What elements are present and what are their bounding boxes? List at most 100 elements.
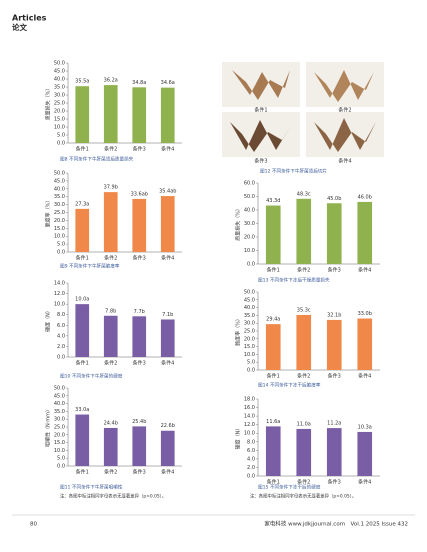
figure-caption: 图15 不同条件下冻干后的硬度: [258, 484, 321, 491]
y-tick-label: 10.0: [54, 125, 65, 131]
bar: [296, 428, 312, 476]
x-tick-label: 条件1: [267, 373, 280, 380]
x-tick-label: 条件3: [133, 469, 146, 476]
y-tick-label: 30.0: [244, 221, 255, 227]
y-tick-label: 0.0: [57, 250, 65, 256]
value-label: 43.3d: [266, 198, 280, 204]
y-tick-label: 20.0: [54, 432, 65, 438]
value-label: 29.4a: [266, 317, 280, 323]
y-tick-label: 8.0: [247, 439, 255, 445]
y-tick-label: 16.0: [244, 405, 255, 411]
y-tick-label: 6.0: [57, 323, 65, 329]
y-tick-label: 35.0: [54, 194, 65, 200]
x-tick-label: 条件4: [161, 469, 174, 476]
y-tick-label: 5.0: [57, 242, 65, 248]
y-tick-label: 30.0: [244, 321, 255, 327]
bar: [75, 86, 90, 143]
y-tick-label: 15.0: [54, 226, 65, 232]
x-tick-label: 条件3: [133, 255, 146, 262]
y-tick-label: 8.0: [57, 312, 65, 318]
x-tick-label: 条件2: [297, 267, 310, 274]
y-tick-label: 12.0: [244, 422, 255, 428]
y-tick-label: 15.0: [244, 344, 255, 350]
x-tick-label: 条件3: [328, 267, 341, 274]
y-axis-title: 质量损失（%）: [235, 206, 242, 241]
value-label: 35.3c: [297, 307, 311, 313]
x-tick-label: 条件2: [297, 373, 310, 380]
value-label: 35.5a: [75, 79, 89, 85]
note: 注：各图中标注相同字母表示无显著差异（p>0.05）。: [250, 493, 356, 500]
bar: [160, 196, 175, 252]
bar: [326, 203, 342, 264]
y-tick-label: 40.0: [54, 186, 65, 192]
y-tick-label: 0.0: [247, 368, 255, 374]
value-label: 7.8b: [105, 308, 116, 314]
value-label: 7.7b: [134, 309, 145, 315]
x-tick-label: 条件1: [76, 469, 89, 476]
bar: [265, 324, 281, 370]
bar: [103, 427, 118, 466]
chart: 0.05.010.015.020.025.030.035.040.045.050…: [45, 61, 182, 163]
section-zh: 论文: [12, 22, 27, 32]
x-tick-label: 条件3: [133, 360, 146, 367]
bar: [132, 316, 147, 357]
value-label: 27.3a: [75, 201, 89, 207]
y-tick-label: 20.0: [244, 336, 255, 342]
y-tick-label: 5.0: [57, 456, 65, 462]
y-tick-label: 40.0: [54, 401, 65, 407]
bar: [160, 430, 175, 466]
value-label: 37.9b: [104, 185, 118, 191]
chart: 0.0 2.0 4.0 6.0 8.0 10.0 12.0 14.0 16.0 18.0 硬度（N）…: [235, 397, 380, 491]
y-axis-title: 质量损失（%）: [45, 86, 52, 121]
photo-panel: 条件1 条件2 条件3 条件4 图12 不同条件下牛肝菌烫后切片: [222, 62, 384, 175]
value-label: 11.6a: [266, 419, 280, 425]
figure-caption: 图11 不同条件下牛肝菌咀嚼性: [60, 484, 123, 491]
bar: [357, 201, 373, 264]
bar: [265, 426, 281, 476]
figure-caption: 图10 不同条件下牛肝菌的硬度: [60, 373, 123, 380]
y-tick-label: 20.0: [54, 109, 65, 115]
value-label: 11.2a: [327, 421, 341, 427]
x-tick-label: 条件2: [104, 146, 117, 153]
value-label: 33.6ab: [131, 191, 148, 197]
value-label: 22.6b: [161, 423, 175, 429]
y-tick-label: 10.0: [54, 234, 65, 240]
x-tick-label: 条件3: [133, 146, 146, 153]
y-tick-label: 50.0: [54, 61, 65, 67]
bar: [160, 87, 175, 143]
y-tick-label: 35.0: [244, 313, 255, 319]
chart: 0.0 2.0 4.0 6.0 8.0 10.0 12.0 14.0 硬度（N） 10.0a 条件1…: [45, 281, 182, 380]
value-label: 46.0b: [358, 194, 372, 200]
chart: 0.05.010.015.020.025.030.035.040.045.050…: [235, 290, 380, 389]
x-tick-label: 条件2: [104, 255, 117, 262]
x-tick-label: 条件2: [297, 479, 310, 486]
value-label: 36.2a: [104, 78, 118, 84]
x-tick-label: 条件2: [104, 360, 117, 367]
y-tick-label: 0.0: [57, 464, 65, 470]
bar: [326, 428, 342, 476]
figure-caption: 图9 不同条件下牛肝菌脆度率: [60, 263, 120, 270]
page-number: 80: [30, 522, 37, 528]
y-tick-label: 14.0: [244, 414, 255, 420]
bar: [75, 208, 90, 252]
y-axis-title: 脆度率（%）: [235, 316, 242, 346]
y-tick-label: 10.0: [244, 352, 255, 358]
figure-caption: 图13 不同条件下冻后干燥质量损失: [258, 277, 330, 284]
x-tick-label: 条件4: [161, 360, 174, 367]
bar: [132, 87, 147, 143]
bar: [103, 85, 118, 143]
photo-label: 条件2: [338, 107, 351, 114]
chart: 0.0 10.0 20.0 30.0 40.0 50.0 60.0 质量损失（%） 43.3d 条…: [235, 181, 380, 284]
photo-mushroom: [314, 118, 376, 152]
y-tick-label: 15.0: [54, 440, 65, 446]
y-tick-label: 5.0: [247, 360, 255, 366]
y-tick-label: 0.0: [247, 262, 255, 268]
bar: [103, 315, 118, 357]
bar: [265, 205, 281, 264]
photo-mushroom: [314, 70, 374, 102]
y-tick-label: 30.0: [54, 93, 65, 99]
bar: [132, 198, 147, 252]
y-tick-label: 0.0: [57, 355, 65, 361]
